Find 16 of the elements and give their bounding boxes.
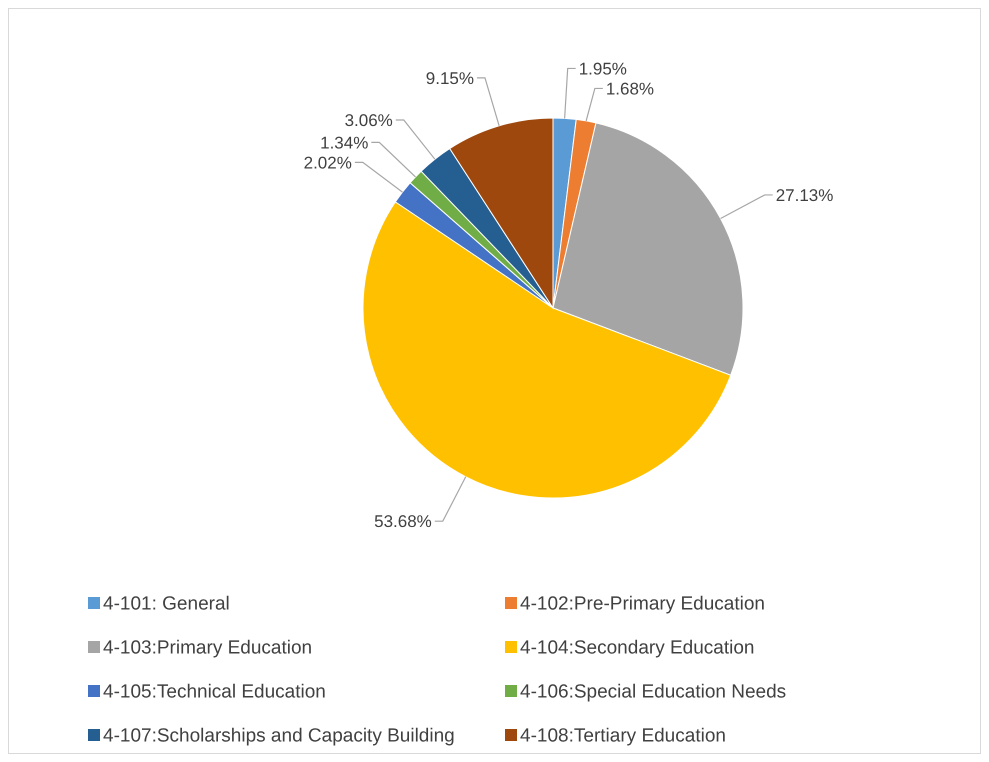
data-label: 53.68% bbox=[374, 512, 432, 532]
data-label: 1.34% bbox=[320, 133, 368, 152]
data-label: 3.06% bbox=[344, 110, 393, 130]
data-label: 9.15% bbox=[426, 68, 474, 88]
legend-label: 4-108:Tertiary Education bbox=[520, 726, 726, 747]
legend-label: 4-105:Technical Education bbox=[103, 682, 326, 703]
data-label: 27.13% bbox=[776, 186, 834, 205]
legend-label: 4-102:Pre-Primary Education bbox=[520, 594, 765, 615]
legend-label: 4-107:Scholarships and Capacity Building bbox=[103, 726, 455, 747]
legend-label: 4-101: General bbox=[103, 594, 230, 615]
legend-label: 4-104:Secondary Education bbox=[520, 638, 754, 659]
legend-label: 4-103:Primary Education bbox=[103, 638, 312, 659]
legend-label: 4-106:Special Education Needs bbox=[520, 682, 786, 703]
data-label: 1.95% bbox=[578, 59, 627, 78]
data-label: 2.02% bbox=[304, 153, 352, 172]
data-label: 1.68% bbox=[606, 79, 654, 98]
